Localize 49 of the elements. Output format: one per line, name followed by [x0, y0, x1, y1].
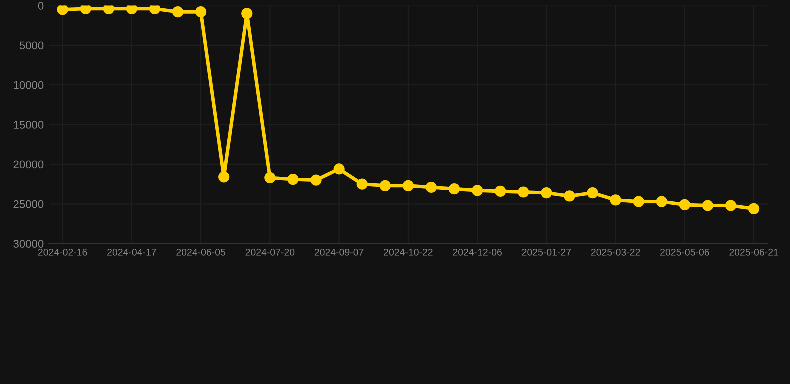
x-tick-label: 2024-10-22 [384, 248, 433, 256]
y-tick-label: 0 [38, 2, 44, 10]
point [679, 199, 690, 211]
point [80, 6, 92, 14]
point [725, 200, 737, 212]
point [57, 6, 68, 16]
point [748, 203, 760, 214]
x-tick-label: 2024-07-20 [246, 248, 295, 256]
point [380, 180, 391, 192]
point [218, 172, 230, 183]
point [426, 182, 438, 194]
point [541, 187, 552, 199]
x-tick-label: 2024-04-17 [108, 248, 156, 256]
point [702, 200, 714, 212]
y-tick-label: 10000 [14, 81, 44, 90]
x-tick-label: 2025-01-27 [522, 248, 572, 256]
x-tick-label: 2024-06-05 [176, 248, 226, 256]
point [356, 178, 368, 190]
y-tick-label: 25000 [14, 200, 44, 208]
point [126, 6, 138, 14]
y-tick-label: 20000 [14, 160, 44, 169]
point [402, 180, 414, 192]
point [518, 186, 530, 198]
x-tick-label: 2025-05-06 [660, 248, 710, 256]
point [196, 6, 207, 18]
y-tick-label: 30000 [14, 240, 44, 248]
point [564, 190, 576, 202]
x-tick-label: 2024-12-06 [453, 248, 502, 256]
point [242, 8, 253, 20]
point [149, 6, 161, 14]
point [610, 194, 622, 206]
point [472, 185, 484, 196]
point [264, 172, 276, 184]
point [172, 6, 184, 18]
point [495, 186, 506, 198]
point [334, 164, 345, 175]
y-tick-label: 15000 [14, 121, 44, 129]
point [288, 174, 299, 186]
x-tick-label: 2024-02-16 [38, 248, 88, 256]
y-tick-label: 5000 [20, 42, 44, 50]
point [656, 196, 668, 208]
point [310, 174, 322, 186]
point [633, 196, 644, 208]
x-tick-label: 2025-03-22 [591, 248, 640, 256]
x-tick-label: 2025-06-21 [730, 248, 778, 256]
point [103, 6, 114, 14]
point [448, 184, 460, 195]
point [587, 187, 598, 199]
x-tick-label: 2024-09-07 [314, 248, 364, 256]
